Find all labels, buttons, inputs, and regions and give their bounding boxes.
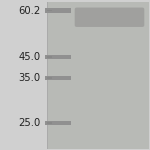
Bar: [46, 77, 52, 79]
Text: 25.0: 25.0: [18, 118, 40, 128]
Bar: [45, 76, 70, 80]
Text: 35.0: 35.0: [18, 73, 40, 83]
Bar: [45, 8, 70, 13]
Bar: [46, 2, 48, 148]
Bar: [45, 121, 70, 125]
Bar: [46, 10, 52, 11]
Bar: [46, 56, 52, 58]
Text: 60.2: 60.2: [18, 6, 40, 15]
Text: 45.0: 45.0: [18, 52, 40, 62]
Bar: [47, 2, 148, 148]
Bar: [45, 55, 70, 59]
FancyBboxPatch shape: [75, 8, 144, 27]
Bar: [46, 122, 52, 124]
